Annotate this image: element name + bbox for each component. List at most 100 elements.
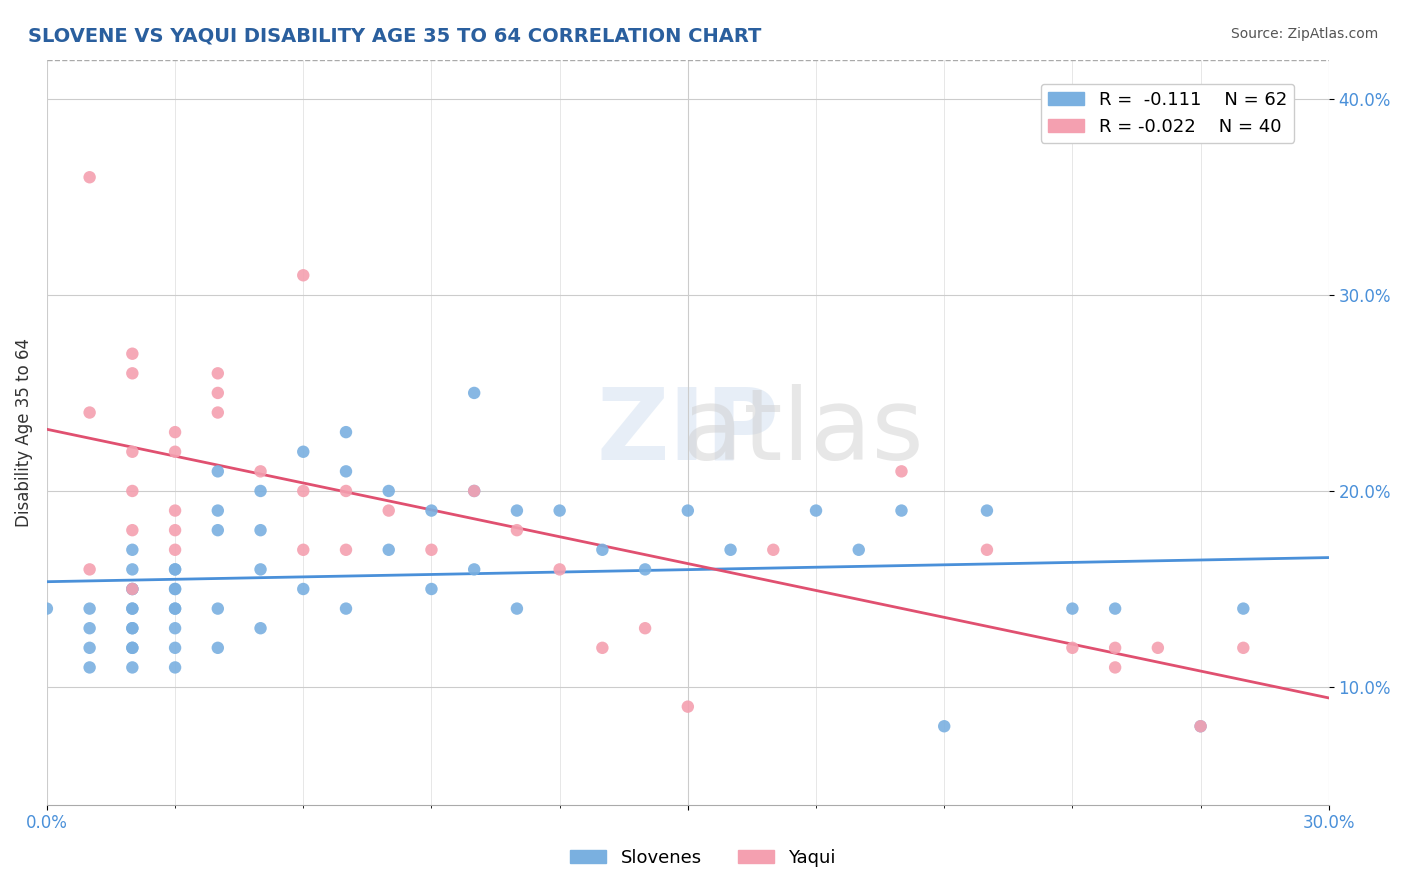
Point [1104,601,1126,615]
Point [249,523,271,537]
Point [165,444,187,458]
Point [121,582,143,596]
Point [1232,640,1254,655]
Point [634,562,657,576]
Point [890,464,912,478]
Point [165,542,187,557]
Point [548,503,571,517]
Point [292,268,315,283]
Point [207,503,229,517]
Point [165,582,187,596]
Point [976,503,998,517]
Point [335,464,357,478]
Point [335,542,357,557]
Point [121,621,143,635]
Point [165,562,187,576]
Point [463,562,485,576]
Point [207,640,229,655]
Point [249,562,271,576]
Point [890,503,912,517]
Point [591,542,613,557]
Point [121,660,143,674]
Point [720,542,742,557]
Point [1189,719,1212,733]
Point [165,503,187,517]
Point [506,601,529,615]
Point [1104,660,1126,674]
Point [1062,601,1084,615]
Point [207,523,229,537]
Point [1232,601,1254,615]
Point [207,367,229,381]
Point [207,405,229,419]
Point [420,503,443,517]
Point [292,582,315,596]
Legend: Slovenes, Yaqui: Slovenes, Yaqui [562,842,844,874]
Point [165,621,187,635]
Point [420,542,443,557]
Point [335,425,357,439]
Point [121,483,143,498]
Point [207,464,229,478]
Text: ZIP: ZIP [596,384,779,481]
Point [121,582,143,596]
Point [463,385,485,400]
Point [1189,719,1212,733]
Point [165,640,187,655]
Point [463,483,485,498]
Point [591,640,613,655]
Point [121,347,143,361]
Point [335,601,357,615]
Point [377,542,399,557]
Point [463,483,485,498]
Point [165,582,187,596]
Point [1062,640,1084,655]
Point [249,464,271,478]
Point [121,523,143,537]
Point [121,640,143,655]
Point [165,660,187,674]
Point [976,542,998,557]
Point [121,621,143,635]
Point [335,483,357,498]
Point [292,444,315,458]
Point [506,523,529,537]
Point [762,542,785,557]
Point [548,562,571,576]
Text: SLOVENE VS YAQUI DISABILITY AGE 35 TO 64 CORRELATION CHART: SLOVENE VS YAQUI DISABILITY AGE 35 TO 64… [28,27,762,45]
Point [1104,640,1126,655]
Point [249,483,271,498]
Point [79,562,101,576]
Point [634,621,657,635]
Point [377,503,399,517]
Point [121,601,143,615]
Point [79,601,101,615]
Point [121,367,143,381]
Text: atlas: atlas [682,384,924,481]
Point [79,621,101,635]
Point [165,523,187,537]
Point [292,483,315,498]
Point [420,582,443,596]
Point [121,444,143,458]
Point [676,503,699,517]
Point [934,719,956,733]
Point [249,621,271,635]
Point [79,660,101,674]
Point [165,425,187,439]
Point [35,601,58,615]
Point [79,640,101,655]
Point [848,542,870,557]
Legend: R =  -0.111    N = 62, R = -0.022    N = 40: R = -0.111 N = 62, R = -0.022 N = 40 [1040,84,1294,143]
Y-axis label: Disability Age 35 to 64: Disability Age 35 to 64 [15,338,32,526]
Point [121,601,143,615]
Text: Source: ZipAtlas.com: Source: ZipAtlas.com [1230,27,1378,41]
Point [676,699,699,714]
Point [165,601,187,615]
Point [165,601,187,615]
Point [121,562,143,576]
Point [79,170,101,185]
Point [121,542,143,557]
Point [79,405,101,419]
Point [207,601,229,615]
